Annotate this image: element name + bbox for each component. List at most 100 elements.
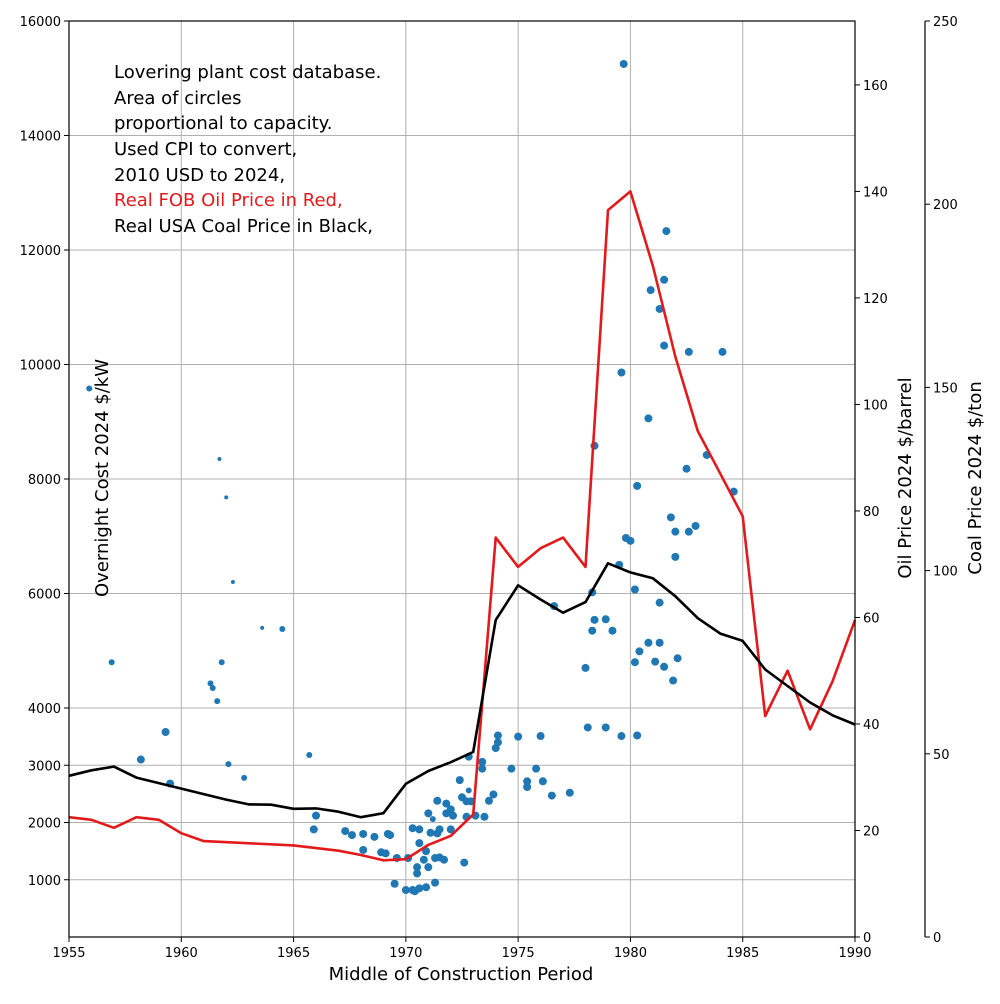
y2-tick-label: 140 <box>863 185 888 200</box>
y-tick-label: 8000 <box>28 473 61 488</box>
scatter-point <box>431 878 440 887</box>
scatter-point <box>359 829 368 838</box>
scatter-point <box>673 654 682 663</box>
annotation-line-coal: Real USA Coal Price in Black, <box>114 216 373 237</box>
scatter-point <box>583 723 592 732</box>
scatter-point <box>523 777 532 786</box>
scatter-point <box>415 825 424 834</box>
y-tick-label: 1000 <box>28 874 61 889</box>
scatter-point <box>684 527 693 536</box>
scatter-point <box>581 663 590 672</box>
scatter-point <box>390 879 399 888</box>
scatter-layer <box>86 59 738 896</box>
scatter-point <box>691 521 700 530</box>
annotation-line: Lovering plant cost database. <box>114 62 381 83</box>
scatter-point <box>608 626 617 635</box>
y3-tick-label: 100 <box>933 565 958 580</box>
scatter-point <box>588 626 597 635</box>
scatter-point <box>489 790 498 799</box>
scatter-point <box>230 580 235 585</box>
scatter-point <box>440 855 449 864</box>
scatter-point <box>224 495 229 500</box>
scatter-point <box>225 761 232 768</box>
scatter-point <box>655 638 664 647</box>
scatter-point <box>422 883 431 892</box>
scatter-point <box>480 812 489 821</box>
scatter-point <box>660 275 669 284</box>
oil-price-line <box>68 190 857 862</box>
scatter-point <box>381 849 390 858</box>
scatter-point <box>671 527 680 536</box>
y3-tick-label: 250 <box>933 15 958 30</box>
y3-axis-label: Coal Price 2024 $/ton <box>965 381 986 575</box>
scatter-point <box>666 513 675 522</box>
scatter-point <box>538 777 547 786</box>
scatter-point <box>415 884 424 893</box>
scatter-point <box>655 598 664 607</box>
scatter-point <box>682 464 691 473</box>
tick-layer: 1955 1960 1965 1970 1975 1980 1985 199010002000… <box>20 15 958 961</box>
x-tick-label: 1985 <box>726 946 759 961</box>
scatter-point <box>415 839 424 848</box>
scatter-point <box>309 825 318 834</box>
y3-tick-label: 200 <box>933 198 958 213</box>
scatter-point <box>644 638 653 647</box>
scatter-point <box>413 863 422 872</box>
scatter-point <box>446 825 455 834</box>
scatter-point <box>433 796 442 805</box>
scatter-point <box>523 783 532 792</box>
scatter-point <box>279 625 286 632</box>
scatter-point <box>646 286 655 295</box>
scatter-point <box>424 809 433 818</box>
scatter-point <box>514 732 523 741</box>
scatter-point <box>408 824 417 833</box>
x-tick-label: 1975 <box>502 946 535 961</box>
scatter-point <box>218 659 225 666</box>
x-tick-label: 1955 <box>52 946 85 961</box>
y2-tick-label: 160 <box>863 79 888 94</box>
scatter-point <box>626 536 635 545</box>
scatter-point <box>136 755 145 764</box>
scatter-point <box>507 764 516 773</box>
x-tick-label: 1965 <box>277 946 310 961</box>
y2-tick-label: 60 <box>863 611 880 626</box>
scatter-point <box>484 796 493 805</box>
scatter-point <box>386 831 395 840</box>
scatter-point <box>455 776 464 785</box>
y-tick-label: 16000 <box>20 15 61 30</box>
y-axis-label: Overnight Cost 2024 $/kW <box>92 359 113 597</box>
scatter-point <box>493 738 502 747</box>
scatter-point <box>651 657 660 666</box>
y3-tick-label: 0 <box>933 931 941 946</box>
scatter-point <box>312 811 321 820</box>
coal-price-line <box>68 561 856 819</box>
scatter-point <box>341 827 350 836</box>
scatter-point <box>684 347 693 356</box>
line-layer <box>68 190 857 862</box>
scatter-point <box>429 816 436 823</box>
scatter-point <box>401 886 410 895</box>
scatter-point <box>241 774 248 781</box>
x-tick-label: 1960 <box>165 946 198 961</box>
y2-tick-label: 100 <box>863 398 888 413</box>
annotation-block: Lovering plant cost database. Area of ci… <box>114 62 381 237</box>
scatter-point <box>108 659 115 666</box>
y-tick-label: 4000 <box>28 702 61 717</box>
scatter-point <box>669 676 678 685</box>
y2-tick-label: 80 <box>863 505 880 520</box>
scatter-point <box>662 227 671 236</box>
scatter-point <box>601 615 610 624</box>
scatter-point <box>347 831 356 840</box>
scatter-point <box>601 723 610 732</box>
scatter-point <box>660 341 669 350</box>
scatter-point <box>260 625 265 630</box>
scatter-point <box>449 811 458 820</box>
annotation-line: Used CPI to convert, <box>114 139 297 160</box>
scatter-point <box>435 825 444 834</box>
scatter-point <box>547 791 556 800</box>
scatter-point <box>644 414 653 423</box>
scatter-point <box>635 647 644 656</box>
scatter-point <box>590 615 599 624</box>
